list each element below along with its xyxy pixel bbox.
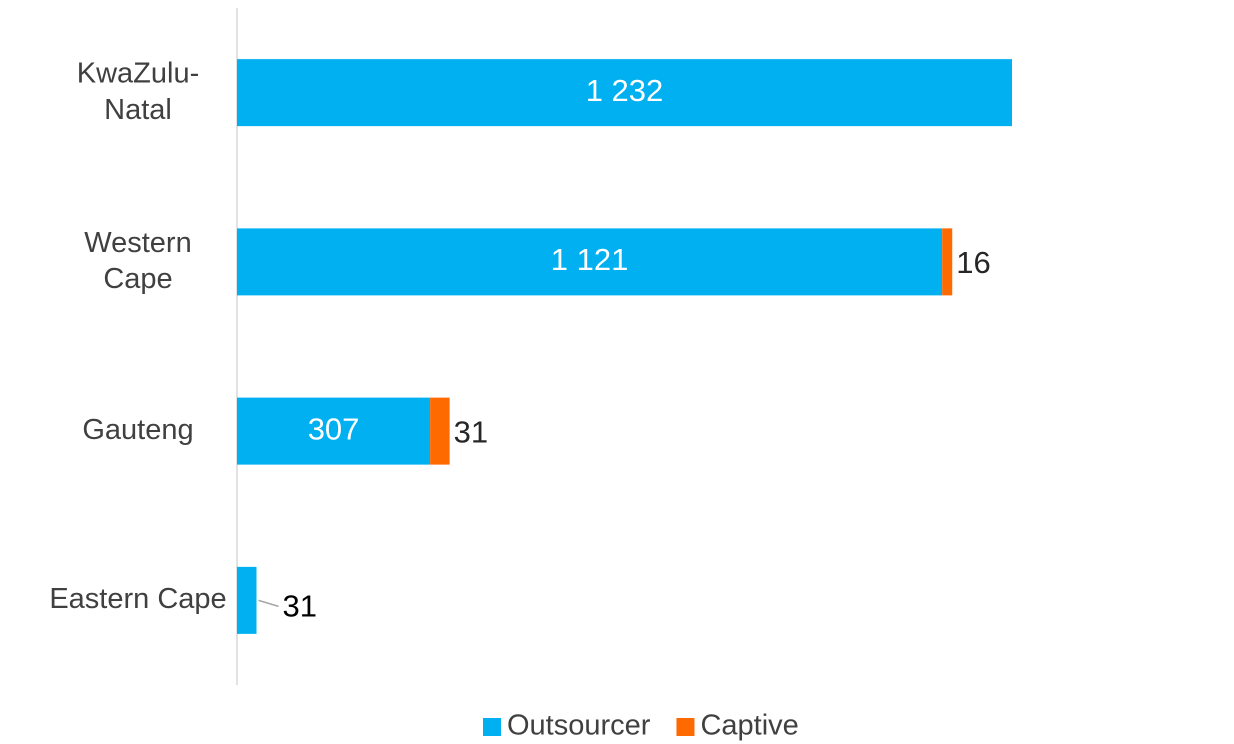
legend-label: Captive: [700, 710, 798, 742]
bar: [430, 397, 450, 465]
y-tick-label: KwaZulu-Natal: [77, 57, 200, 125]
y-tick-label: Gauteng: [82, 414, 193, 446]
legend-swatch: [676, 718, 695, 736]
y-tick-label: Western Cape: [84, 226, 191, 294]
leader-line: [258, 599, 279, 608]
y-tick-label: Eastern Cape: [49, 583, 226, 615]
legend-label: Outsourcer: [507, 710, 651, 742]
bar: [237, 566, 257, 634]
data-label: 31: [454, 414, 488, 449]
data-label: 1 121: [551, 242, 629, 277]
bar: [942, 228, 953, 296]
bar: [237, 59, 1012, 127]
data-label: 31: [283, 589, 317, 624]
legend-swatch: [483, 718, 501, 736]
bar: [237, 228, 943, 296]
data-label: 16: [956, 245, 990, 280]
bar: [237, 397, 431, 465]
data-label: 1 232: [586, 73, 664, 108]
data-label: 307: [308, 411, 360, 446]
